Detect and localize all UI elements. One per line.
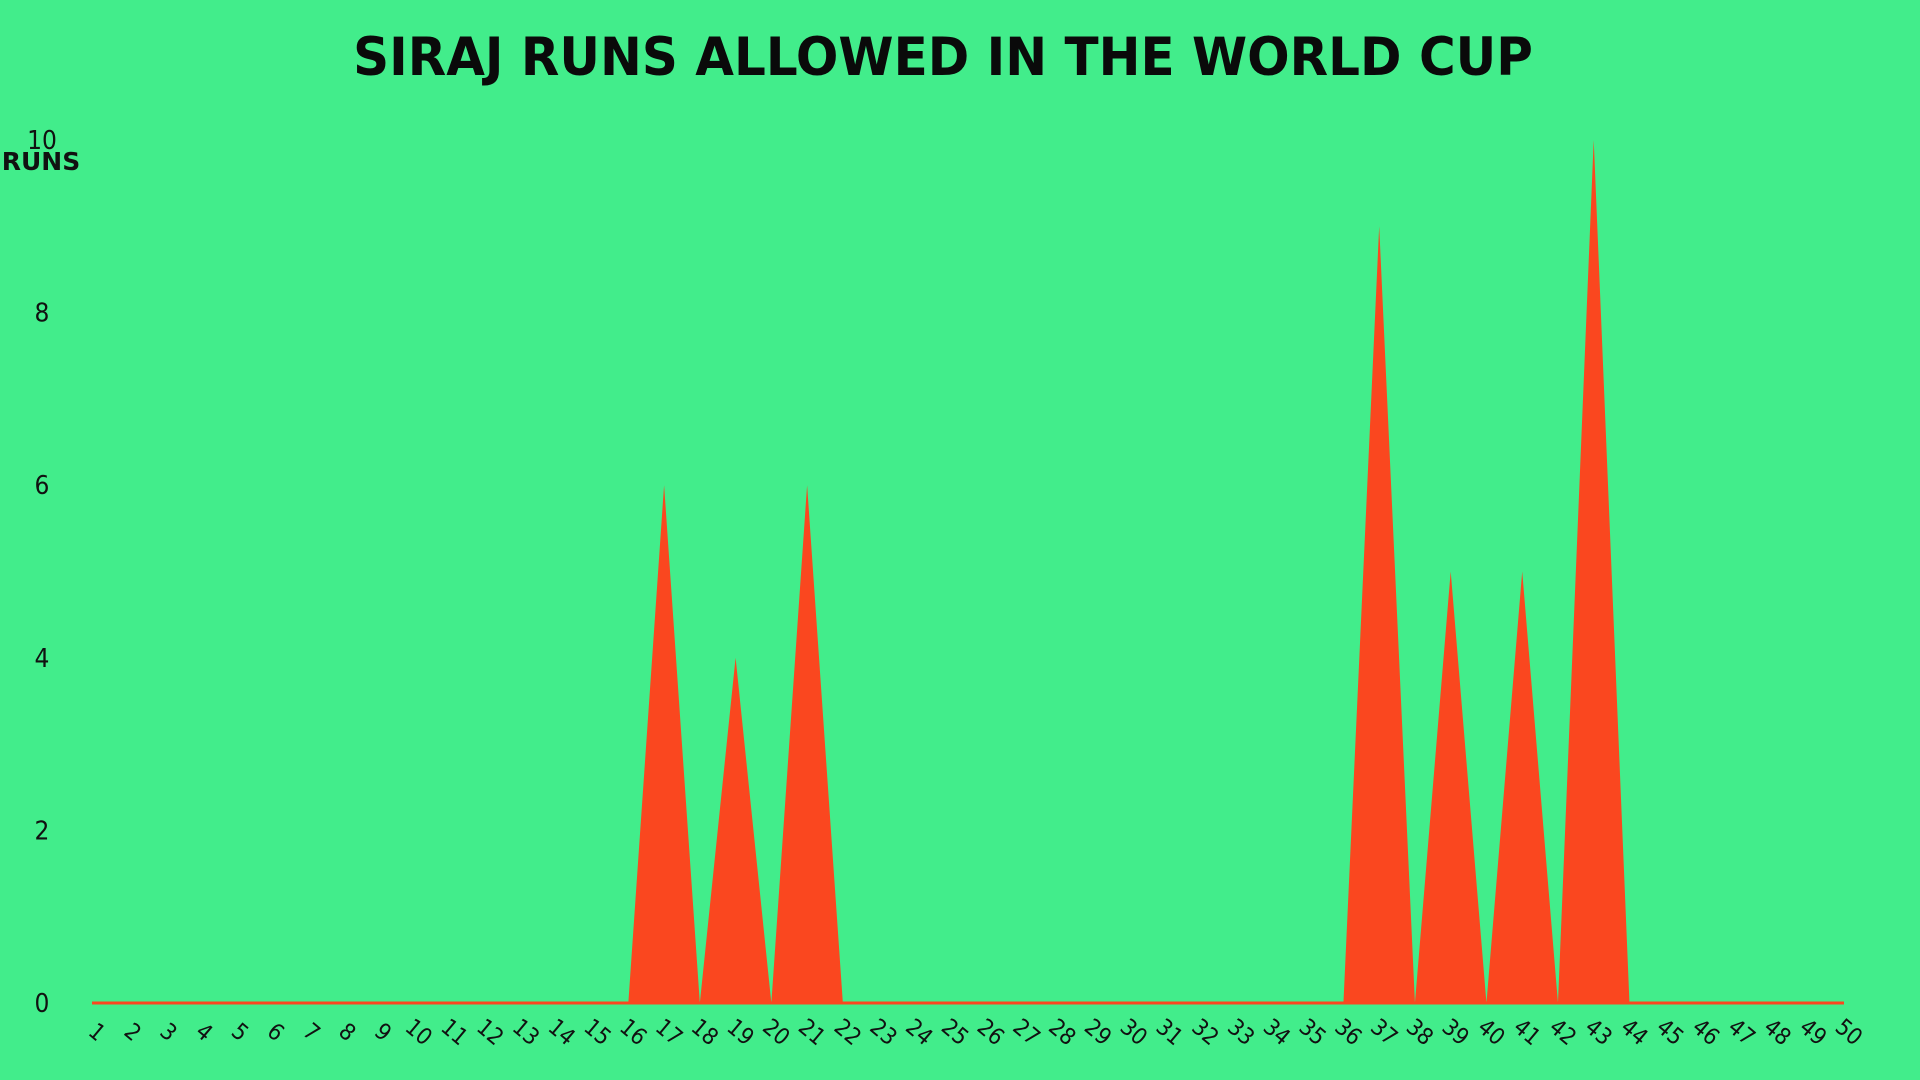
x-tick-label: 32 <box>1186 1014 1223 1051</box>
y-tick-label: 2 <box>35 816 50 846</box>
x-tick-label: 26 <box>972 1014 1009 1051</box>
x-tick-label: 5 <box>226 1018 253 1046</box>
x-tick-label: 14 <box>543 1014 580 1051</box>
x-tick-label: 7 <box>298 1018 325 1046</box>
x-tick-label: 31 <box>1151 1014 1188 1051</box>
x-tick-label: 34 <box>1258 1014 1295 1051</box>
x-tick-label: 2 <box>119 1018 146 1046</box>
x-tick-label: 43 <box>1580 1014 1617 1051</box>
x-tick-label: 50 <box>1830 1014 1867 1051</box>
x-tick-label: 17 <box>650 1014 687 1051</box>
x-tick-label: 16 <box>614 1014 651 1051</box>
x-tick-label: 21 <box>793 1014 830 1051</box>
x-tick-label: 42 <box>1544 1014 1581 1051</box>
area-layer <box>92 140 1844 1005</box>
y-tick-label: 8 <box>35 299 50 329</box>
x-tick-label: 25 <box>936 1014 973 1051</box>
x-tick-label: 40 <box>1473 1014 1510 1051</box>
x-tick-label: 30 <box>1115 1014 1152 1051</box>
x-tick-label: 18 <box>686 1014 723 1051</box>
x-tick-label: 48 <box>1759 1014 1796 1051</box>
x-tick-label: 28 <box>1043 1014 1080 1051</box>
x-tick-label: 46 <box>1687 1014 1724 1051</box>
x-tick-label: 23 <box>865 1014 902 1051</box>
x-tick-label: 36 <box>1329 1014 1366 1051</box>
x-tick-label: 45 <box>1651 1014 1688 1051</box>
x-tick-label: 11 <box>436 1014 473 1051</box>
x-tick-label: 29 <box>1079 1014 1116 1051</box>
x-axis-ticks: 1 2 3 4 5 6 7 8 9 1011121314151617181920212223242… <box>83 1014 1867 1051</box>
y-axis-ticks: 0 2 4 6 8 10 <box>27 126 57 1019</box>
x-tick-label: 37 <box>1365 1014 1402 1051</box>
x-tick-label: 49 <box>1794 1014 1831 1051</box>
x-tick-label: 9 <box>369 1018 396 1046</box>
x-tick-label: 47 <box>1723 1014 1760 1051</box>
y-tick-label: 6 <box>35 471 50 501</box>
x-tick-label: 19 <box>722 1014 759 1051</box>
chart-title: SIRAJ RUNS ALLOWED IN THE WORLD CUP <box>353 26 1533 88</box>
x-tick-label: 27 <box>1008 1014 1045 1051</box>
x-tick-label: 20 <box>757 1014 794 1051</box>
x-tick-label: 15 <box>579 1014 616 1051</box>
x-tick-label: 1 <box>83 1018 110 1046</box>
runs-area <box>92 140 1844 1003</box>
y-tick-label: 10 <box>27 126 57 156</box>
x-tick-label: 41 <box>1508 1014 1545 1051</box>
x-tick-label: 13 <box>507 1014 544 1051</box>
x-tick-label: 3 <box>155 1018 182 1046</box>
x-tick-label: 35 <box>1294 1014 1331 1051</box>
x-tick-label: 24 <box>900 1014 937 1051</box>
x-tick-label: 44 <box>1616 1014 1653 1051</box>
x-tick-label: 12 <box>471 1014 508 1051</box>
x-tick-label: 22 <box>829 1014 866 1051</box>
y-tick-label: 0 <box>35 989 50 1019</box>
x-tick-label: 39 <box>1437 1014 1474 1051</box>
x-tick-label: 38 <box>1401 1014 1438 1051</box>
x-tick-label: 6 <box>262 1018 289 1046</box>
x-tick-label: 33 <box>1222 1014 1259 1051</box>
y-axis-label: RUNS <box>2 147 80 176</box>
y-tick-label: 4 <box>35 644 50 674</box>
x-tick-label: 4 <box>190 1018 217 1046</box>
x-tick-label: 8 <box>333 1018 360 1046</box>
x-tick-label: 10 <box>400 1014 437 1051</box>
